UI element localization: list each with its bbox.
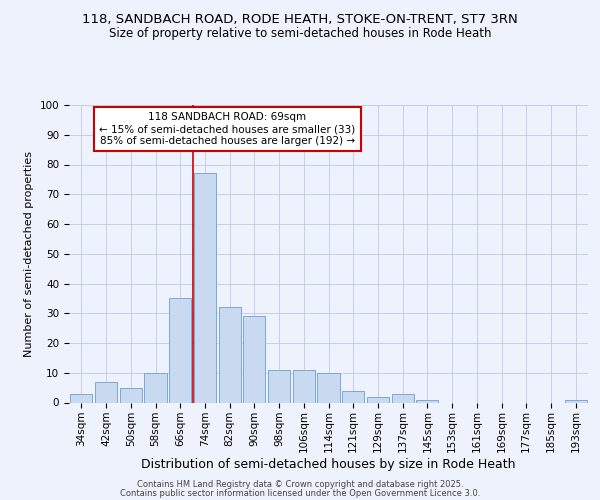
Text: Size of property relative to semi-detached houses in Rode Heath: Size of property relative to semi-detach… xyxy=(109,28,491,40)
Bar xyxy=(565,400,587,402)
Text: 118 SANDBACH ROAD: 69sqm
← 15% of semi-detached houses are smaller (33)
85% of s: 118 SANDBACH ROAD: 69sqm ← 15% of semi-d… xyxy=(99,112,355,146)
Bar xyxy=(145,373,167,402)
Bar xyxy=(95,382,117,402)
Bar xyxy=(317,373,340,402)
Bar xyxy=(70,394,92,402)
Bar xyxy=(119,388,142,402)
Bar xyxy=(268,370,290,402)
Bar xyxy=(293,370,315,402)
Bar xyxy=(342,390,364,402)
Bar xyxy=(367,396,389,402)
Bar xyxy=(218,308,241,402)
X-axis label: Distribution of semi-detached houses by size in Rode Heath: Distribution of semi-detached houses by … xyxy=(141,458,516,471)
Y-axis label: Number of semi-detached properties: Number of semi-detached properties xyxy=(24,151,34,357)
Bar xyxy=(194,174,216,402)
Text: Contains public sector information licensed under the Open Government Licence 3.: Contains public sector information licen… xyxy=(120,488,480,498)
Bar xyxy=(169,298,191,403)
Text: 118, SANDBACH ROAD, RODE HEATH, STOKE-ON-TRENT, ST7 3RN: 118, SANDBACH ROAD, RODE HEATH, STOKE-ON… xyxy=(82,12,518,26)
Text: Contains HM Land Registry data © Crown copyright and database right 2025.: Contains HM Land Registry data © Crown c… xyxy=(137,480,463,489)
Bar xyxy=(243,316,265,402)
Bar xyxy=(392,394,414,402)
Bar xyxy=(416,400,439,402)
